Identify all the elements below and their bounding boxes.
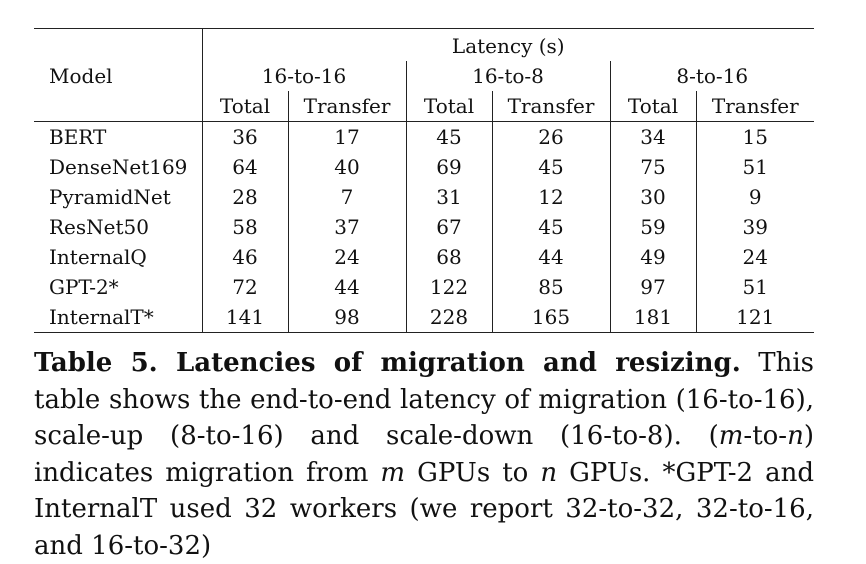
model-header-spacer	[34, 28, 203, 61]
model-header-spacer-2	[34, 91, 203, 122]
value-cell: 36	[202, 121, 289, 152]
value-cell: 24	[742, 245, 768, 269]
value-cell: 97	[610, 272, 697, 302]
group-header-8-to-16: 8-to-16	[676, 64, 749, 88]
model-cell: BERT	[34, 121, 203, 152]
value-cell: 34	[610, 121, 697, 152]
value-cell: 181	[610, 302, 697, 333]
value-cell: 12	[492, 182, 611, 212]
header-row-subcols: Total Transfer Total Transfer Total Tran…	[34, 91, 815, 122]
table-row: BERT 36 17 45 26 34 15	[34, 121, 814, 152]
table-caption: Table 5. Latencies of migration and resi…	[34, 345, 814, 564]
value-cell: 45	[492, 212, 611, 242]
caption-text: ) indicates migration from	[34, 421, 814, 488]
value-cell: 68	[406, 242, 493, 272]
caption-var-n: n	[540, 457, 558, 488]
caption-text: GPUs. *GPT-2 and InternalT used 32 worke…	[34, 457, 814, 561]
model-cell: InternalT*	[34, 302, 203, 333]
table-row: GPT-2* 72 44 122 85 97 51	[34, 272, 814, 302]
value-cell: 31	[406, 182, 493, 212]
model-header: Model	[34, 61, 203, 91]
subcol-header: Total	[406, 91, 493, 122]
value-cell: 44	[492, 242, 611, 272]
subcol-header: Total	[610, 91, 697, 122]
caption-label: Table 5. Latencies of migration and resi…	[34, 348, 741, 378]
value-cell: 30	[610, 182, 697, 212]
caption-text: GPUs to	[405, 457, 541, 488]
caption-text: -to-	[743, 421, 788, 451]
subcol-header: Transfer	[288, 91, 407, 122]
table-figure: Latency (s) Model 16-to-16 16-to-8 8-to-…	[34, 28, 815, 564]
value-cell: 51	[742, 155, 768, 179]
value-cell: 98	[288, 302, 407, 333]
table-row: InternalT* 141 98 228 165 181 121	[34, 302, 815, 333]
caption-var-n: n	[787, 421, 804, 451]
value-cell: 28	[202, 182, 289, 212]
value-cell: 24	[288, 242, 407, 272]
model-cell: InternalQ	[34, 242, 203, 272]
value-cell: 37	[288, 212, 407, 242]
table-row: ResNet50 58 37 67 45 59 39	[34, 212, 814, 242]
header-row-latency: Latency (s)	[34, 28, 815, 61]
value-cell: 59	[610, 212, 697, 242]
value-cell: 141	[202, 302, 289, 333]
value-cell: 45	[406, 121, 493, 152]
model-cell: GPT-2*	[34, 272, 203, 302]
value-cell: 17	[288, 121, 407, 152]
value-cell: 7	[288, 182, 407, 212]
caption-var-m: m	[380, 457, 406, 488]
value-cell: 64	[202, 152, 289, 182]
model-cell: PyramidNet	[34, 182, 203, 212]
value-cell: 58	[202, 212, 289, 242]
value-cell: 39	[742, 215, 768, 239]
value-cell: 122	[406, 272, 493, 302]
latency-header: Latency (s)	[202, 28, 815, 61]
table-row: PyramidNet 28 7 31 12 30 9	[34, 182, 814, 212]
value-cell: 40	[288, 152, 407, 182]
latency-table: Latency (s) Model 16-to-16 16-to-8 8-to-…	[34, 28, 815, 333]
value-cell: 46	[202, 242, 289, 272]
value-cell: 44	[288, 272, 407, 302]
value-cell: 49	[610, 242, 697, 272]
value-cell: 69	[406, 152, 493, 182]
caption-text: This table shows the end-to-end latency …	[34, 348, 814, 451]
subcol-header: Transfer	[492, 91, 611, 122]
value-cell: 45	[492, 152, 611, 182]
value-cell: 26	[492, 121, 611, 152]
value-cell: 15	[742, 125, 768, 149]
header-row-groups: Model 16-to-16 16-to-8 8-to-16	[34, 61, 814, 91]
value-cell: 51	[742, 275, 768, 299]
value-cell: 165	[492, 302, 611, 333]
model-cell: ResNet50	[34, 212, 203, 242]
value-cell: 72	[202, 272, 289, 302]
table-row: InternalQ 46 24 68 44 49 24	[34, 242, 814, 272]
value-cell: 75	[610, 152, 697, 182]
value-cell: 9	[748, 185, 762, 209]
subcol-header: Transfer	[696, 91, 815, 122]
value-cell: 85	[492, 272, 611, 302]
group-header-16-to-16: 16-to-16	[202, 61, 407, 91]
table-row: DenseNet169 64 40 69 45 75 51	[34, 152, 814, 182]
subcol-header: Total	[202, 91, 289, 122]
model-cell: DenseNet169	[34, 152, 203, 182]
value-cell: 67	[406, 212, 493, 242]
value-cell: 228	[406, 302, 493, 333]
caption-var-m: m	[718, 421, 744, 451]
value-cell: 121	[696, 302, 815, 333]
group-header-16-to-8: 16-to-8	[406, 61, 611, 91]
